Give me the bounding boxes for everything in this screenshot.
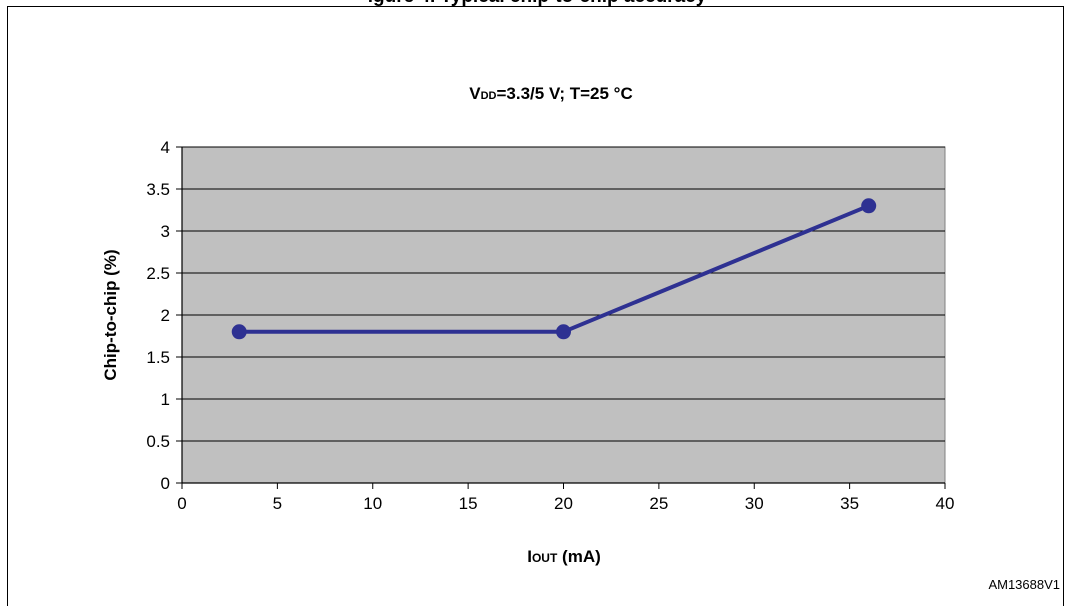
xlabel-subscript: OUT bbox=[532, 551, 558, 565]
chart-subtitle: VDD=3.3/5 V; T=25 °C bbox=[469, 84, 633, 103]
x-tick-label: 35 bbox=[840, 494, 859, 513]
y-tick-label: 1 bbox=[161, 390, 170, 409]
subtitle-prefix: V bbox=[469, 84, 481, 103]
x-tick-label: 10 bbox=[363, 494, 382, 513]
y-tick-label: 4 bbox=[161, 138, 170, 157]
subtitle-suffix: =3.3/5 V; T=25 °C bbox=[496, 84, 632, 103]
y-tick-label: 2 bbox=[161, 306, 170, 325]
xlabel-suffix: (mA) bbox=[557, 547, 600, 566]
x-tick-label: 30 bbox=[745, 494, 764, 513]
x-tick-label: 15 bbox=[459, 494, 478, 513]
y-tick-label: 0.5 bbox=[146, 432, 170, 451]
grid-lines bbox=[182, 146, 945, 442]
x-axis-label: IOUT (mA) bbox=[527, 547, 601, 566]
x-tick-label: 40 bbox=[936, 494, 955, 513]
x-tick-label: 0 bbox=[177, 494, 186, 513]
y-tick-label: 3 bbox=[161, 222, 170, 241]
data-point bbox=[861, 198, 877, 214]
figure-caption: igure 4. Typical chip-to-chip accuracy bbox=[0, 0, 1074, 8]
y-axis-label: Chip-to-chip (%) bbox=[101, 249, 120, 380]
series-layer bbox=[231, 198, 877, 340]
y-tick-label: 3.5 bbox=[146, 180, 170, 199]
y-tick-label: 0 bbox=[161, 474, 170, 493]
x-tick-label: 5 bbox=[273, 494, 282, 513]
y-tick-label: 1.5 bbox=[146, 348, 170, 367]
figure-id: AM13688V1 bbox=[988, 577, 1060, 592]
x-axis-ticks: 0 5 10 15 20 25 30 35 40 bbox=[177, 483, 954, 513]
y-tick-label: 2.5 bbox=[146, 264, 170, 283]
data-point bbox=[231, 324, 247, 340]
data-point bbox=[556, 324, 571, 340]
y-axis-ticks: 0 0.5 1 1.5 2 2.5 3 3.5 4 bbox=[146, 138, 182, 493]
subtitle-subscript: DD bbox=[481, 90, 497, 102]
xlabel-prefix: I bbox=[527, 547, 532, 566]
x-tick-label: 25 bbox=[649, 494, 668, 513]
x-tick-label: 20 bbox=[554, 494, 573, 513]
